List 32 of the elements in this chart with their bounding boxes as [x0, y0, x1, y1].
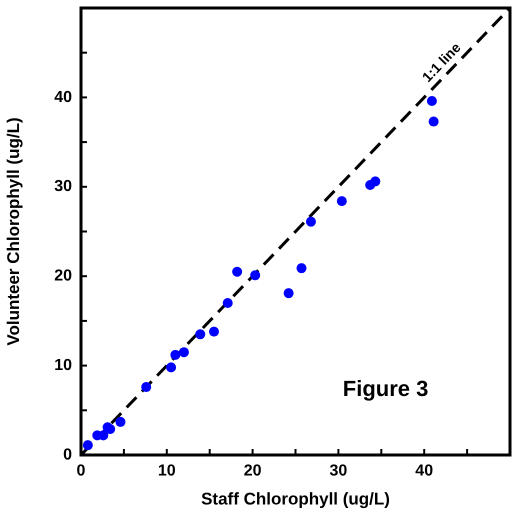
x-tick-label: 40 — [415, 462, 434, 480]
point — [166, 362, 176, 372]
point — [336, 196, 347, 206]
x-tick-label: 20 — [244, 462, 262, 480]
point — [222, 298, 233, 308]
point — [82, 440, 93, 450]
point — [115, 416, 126, 427]
y-tick-label: 0 — [63, 446, 72, 464]
y-tick-label: 10 — [54, 357, 72, 374]
point — [428, 116, 439, 127]
point — [178, 347, 189, 358]
point — [141, 382, 152, 392]
point — [208, 326, 219, 337]
point — [170, 350, 180, 360]
y-tick-label: 30 — [54, 178, 72, 196]
point — [284, 288, 294, 298]
point — [195, 329, 206, 340]
annotation: Figure 3 — [342, 376, 428, 402]
point — [426, 96, 437, 106]
x-tick-label: 0 — [76, 462, 86, 480]
text: 1:1 line — [418, 39, 464, 86]
x-tick-label: 30 — [330, 462, 348, 480]
y-axis-title: Volunteer Chlorophyll (ug/L) — [4, 117, 23, 346]
y-tick-label: 20 — [54, 268, 72, 285]
point — [250, 270, 260, 280]
point — [296, 263, 307, 274]
point — [232, 266, 242, 277]
x-axis-title: Staff Chlorophyll (ug/L) — [201, 489, 390, 508]
point — [306, 216, 316, 227]
x-tick-label: 10 — [158, 462, 176, 480]
y-tick-label: 40 — [54, 88, 72, 106]
point — [370, 176, 380, 186]
